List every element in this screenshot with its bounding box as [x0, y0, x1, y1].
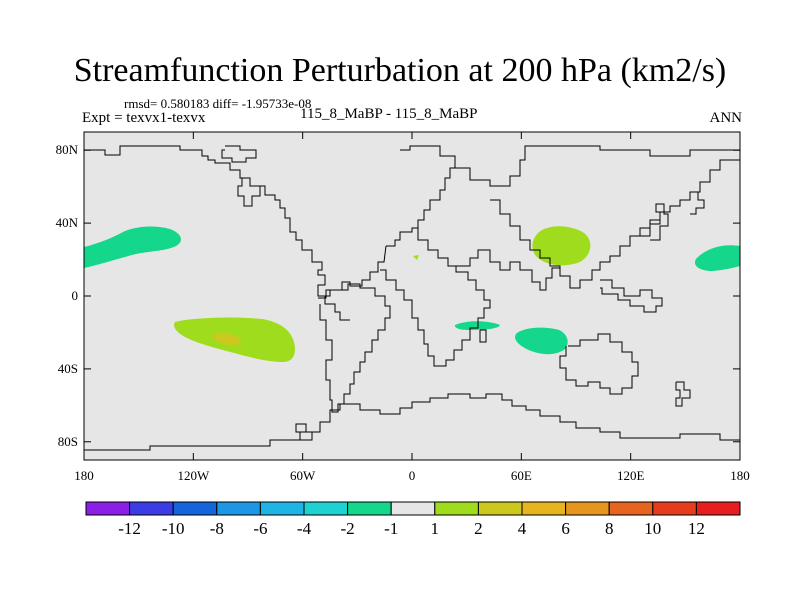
center-label: 115_8_MaBP - 115_8_MaBP: [300, 106, 478, 122]
colorbar-swatch: [216, 501, 261, 516]
anomaly-mediterranean-spot: [413, 255, 419, 260]
coast-japan: [640, 203, 669, 241]
colorbar-label: 1: [431, 519, 440, 538]
colorbar-swatch: [434, 501, 479, 516]
coast-madagascar: [479, 329, 487, 343]
stats-text: rmsd= 0.580183 diff= -1.95733e-08: [124, 96, 312, 111]
colorbar-swatch: [521, 501, 567, 516]
anomaly-madagascar: [454, 321, 500, 330]
coast-indonesia: [600, 279, 663, 313]
y-tick-label: 0: [72, 288, 79, 303]
coast-antarctic-peninsula: [295, 423, 313, 441]
x-tick-label: 120E: [617, 468, 645, 483]
colorbar-swatch: [695, 501, 741, 516]
y-tick-label: 40N: [56, 215, 79, 230]
coast-siberia: [455, 145, 740, 187]
colorbar-swatch: [129, 501, 174, 516]
colorbar-label: 2: [474, 519, 483, 538]
colorbar-label: 8: [605, 519, 614, 538]
coast-australia: [559, 333, 639, 395]
coast-north-america: [84, 145, 350, 321]
colorbar-label: -2: [341, 519, 355, 538]
x-tick-label: 0: [409, 468, 416, 483]
coast-africa: [380, 227, 491, 367]
x-tick-label: 60W: [290, 468, 316, 483]
colorbar: -12 -10 -8 -6 -4 -2 -1 1 2 4 6 8 10 12: [85, 501, 741, 538]
x-tick-label: 180: [74, 468, 94, 483]
coast-europe-africa: [318, 245, 387, 299]
colorbar-swatch: [172, 501, 218, 516]
coast-asia-east: [490, 159, 740, 289]
colorbar-label: 6: [561, 519, 570, 538]
anomaly-south-pacific-core: [212, 333, 241, 346]
colorbar-label: 12: [688, 519, 705, 538]
coast-kamchatka: [690, 191, 705, 215]
colorbar-label: -12: [118, 519, 141, 538]
x-tick-label: 180: [730, 468, 750, 483]
coast-greenland: [221, 145, 257, 163]
colorbar-swatch: [477, 501, 523, 516]
coastlines: [84, 145, 740, 451]
coast-new-zealand: [675, 381, 691, 407]
map-background: [84, 132, 740, 460]
colorbar-swatch: [608, 501, 654, 516]
x-tick-label: 120W: [177, 468, 210, 483]
colorbar-label: -10: [162, 519, 185, 538]
anomaly-central-asia: [532, 226, 591, 266]
coast-hudson: [237, 177, 261, 207]
colorbar-label: 10: [644, 519, 661, 538]
coast-arabia-india: [456, 249, 560, 291]
y-tick-label: 80N: [56, 142, 79, 157]
y-tick-label: 80S: [58, 434, 78, 449]
experiment-label: Expt = texvx1-texvx: [82, 110, 206, 126]
anomaly-east-pacific: [694, 245, 740, 271]
colorbar-label: -1: [384, 519, 398, 538]
colorbar-swatch: [85, 501, 131, 516]
colorbar-swatch: [390, 501, 436, 516]
colorbar-label: -8: [210, 519, 224, 538]
anomaly-south-indian: [515, 327, 568, 355]
colorbar-swatch: [565, 501, 610, 516]
anomaly-fill: [84, 226, 740, 362]
coast-antarctica: [84, 393, 740, 451]
season-label: ANN: [709, 110, 743, 126]
figure-title: Streamfunction Perturbation at 200 hPa (…: [73, 52, 727, 89]
x-tick-label: 60E: [511, 468, 532, 483]
colorbar-swatch: [347, 501, 392, 516]
coast-eurasia-north: [400, 145, 456, 228]
anomaly-north-pacific: [84, 226, 181, 268]
y-tick-label: 40S: [58, 361, 78, 376]
axis-ticks: 180 120W 60W 0 60E 120E 180 80N 40N 0 40S 80S: [56, 132, 750, 483]
colorbar-label: -6: [253, 519, 267, 538]
colorbar-swatch: [259, 501, 305, 516]
colorbar-swatch: [303, 501, 349, 516]
colorbar-swatch: [652, 501, 697, 516]
colorbar-label: 4: [518, 519, 527, 538]
coast-south-america: [318, 283, 391, 413]
colorbar-label: -4: [297, 519, 312, 538]
